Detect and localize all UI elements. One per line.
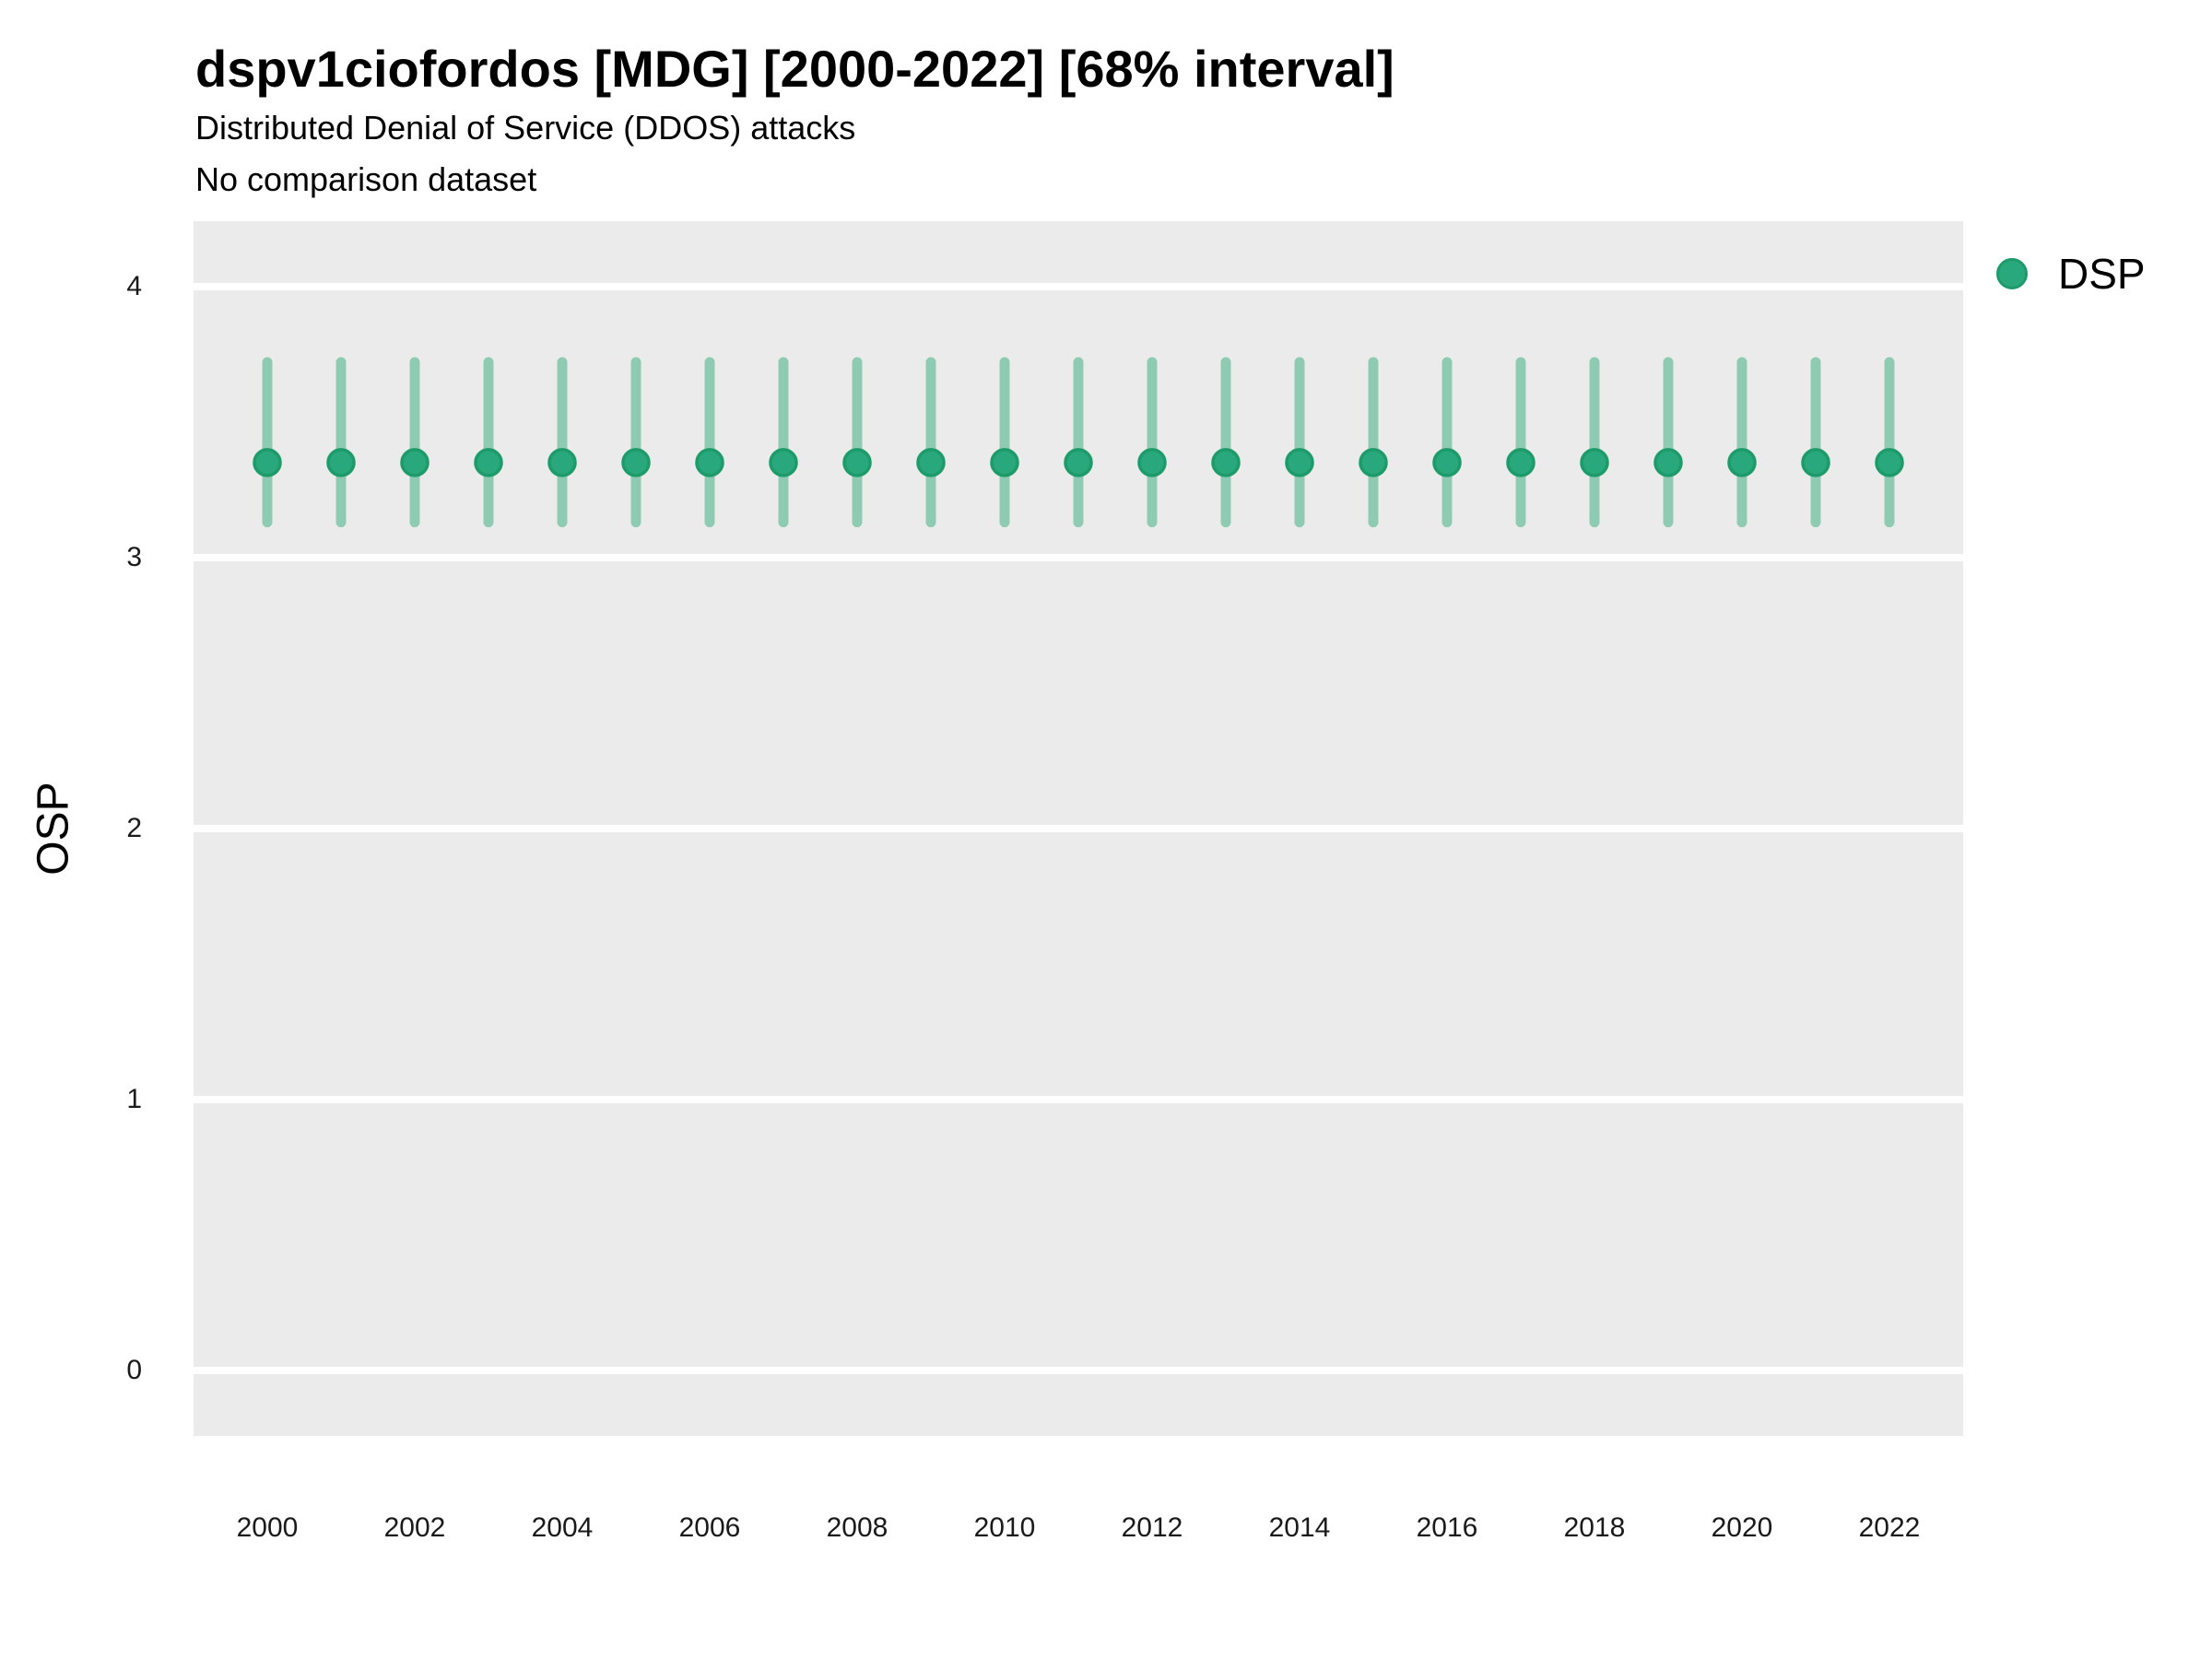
x-tick-label-2020: 2020 [1711, 1512, 1773, 1543]
data-point-2015 [1359, 448, 1388, 477]
chart-title: dspv1ciofordos [MDG] [2000-2022] [68% in… [195, 40, 1394, 98]
y-tick-label-4: 4 [126, 270, 142, 301]
x-tick-label-2000: 2000 [236, 1512, 299, 1543]
data-point-2001 [326, 448, 356, 477]
x-tick-label-2008: 2008 [826, 1512, 888, 1543]
data-point-2003 [474, 448, 503, 477]
x-tick-label-2002: 2002 [383, 1512, 446, 1543]
y-tick-label-1: 1 [126, 1084, 142, 1115]
data-point-2009 [916, 448, 946, 477]
x-tick-label-2022: 2022 [1858, 1512, 1921, 1543]
legend: DSP [1996, 253, 2146, 295]
plot-panel [194, 221, 1963, 1436]
gridline-y-4 [194, 282, 1963, 290]
gridline-y-2 [194, 825, 1963, 832]
data-point-2016 [1432, 448, 1462, 477]
data-point-2002 [400, 448, 429, 477]
data-point-2005 [621, 448, 651, 477]
chart-subtitle: Distributed Denial of Service (DDOS) att… [195, 109, 856, 147]
data-point-2012 [1137, 448, 1167, 477]
y-axis-title: OSP [29, 782, 78, 876]
data-point-2014 [1285, 448, 1314, 477]
y-tick-label-0: 0 [126, 1355, 142, 1386]
data-point-2011 [1064, 448, 1093, 477]
x-tick-label-2016: 2016 [1416, 1512, 1478, 1543]
y-tick-label-2: 2 [126, 813, 142, 843]
gridline-y-0 [194, 1367, 1963, 1375]
data-point-2008 [842, 448, 872, 477]
gridline-y-1 [194, 1096, 1963, 1104]
x-tick-label-2004: 2004 [531, 1512, 594, 1543]
data-point-2013 [1211, 448, 1241, 477]
x-tick-label-2006: 2006 [678, 1512, 741, 1543]
chart-note: No comparison dataset [195, 160, 537, 198]
gridline-y-3 [194, 553, 1963, 561]
x-tick-label-2018: 2018 [1563, 1512, 1626, 1543]
x-tick-label-2014: 2014 [1268, 1512, 1331, 1543]
legend-marker-circle-icon [1996, 258, 2028, 289]
x-tick-label-2012: 2012 [1121, 1512, 1183, 1543]
data-point-2018 [1580, 448, 1609, 477]
data-point-2000 [253, 448, 282, 477]
data-layer [253, 357, 1904, 528]
data-point-2020 [1727, 448, 1757, 477]
data-point-2019 [1653, 448, 1683, 477]
data-point-2004 [547, 448, 577, 477]
data-point-2017 [1506, 448, 1535, 477]
x-tick-label-2010: 2010 [973, 1512, 1036, 1543]
data-point-2007 [769, 448, 798, 477]
data-point-2006 [695, 448, 724, 477]
data-point-2022 [1875, 448, 1904, 477]
data-point-2021 [1801, 448, 1830, 477]
data-point-2010 [990, 448, 1019, 477]
y-tick-label-3: 3 [126, 541, 142, 572]
legend-label: DSP [2058, 250, 2146, 298]
